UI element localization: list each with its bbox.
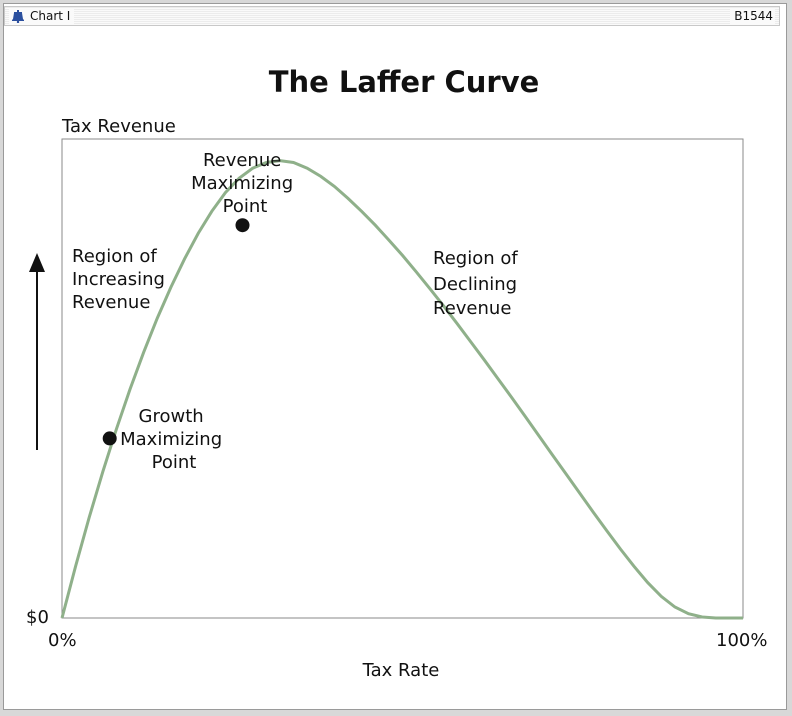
y-tick-label-zero: $0: [26, 607, 49, 628]
x-axis-label: Tax Rate: [362, 660, 440, 681]
growth-maximizing-point: [102, 431, 117, 446]
laffer-curve-line: [60, 159, 743, 620]
growth-maximizing-label: Growth Maximizing Point: [120, 406, 228, 473]
window-titlebar: Chart I B1544: [4, 6, 780, 26]
x-tick-label-100: 100%: [716, 630, 767, 651]
window-code: B1544: [730, 8, 775, 24]
plot-area-border: [61, 138, 744, 619]
window-title-group: Chart I: [9, 8, 75, 24]
x-tick-label-0: 0%: [48, 630, 77, 651]
y-axis-label: Tax Revenue: [61, 116, 176, 137]
revenue-maximizing-label: Revenue Maximizing Point: [191, 150, 299, 217]
chart-title: The Laffer Curve: [269, 65, 540, 99]
liberty-bell-icon: [12, 9, 24, 23]
region-declining-annotation: Region of Declining Revenue: [433, 248, 523, 319]
window-title: Chart I: [30, 9, 71, 23]
up-arrow-head: [29, 253, 45, 272]
revenue-maximizing-point: [235, 218, 250, 233]
region-increasing-annotation: Region of Increasing Revenue: [72, 246, 171, 313]
